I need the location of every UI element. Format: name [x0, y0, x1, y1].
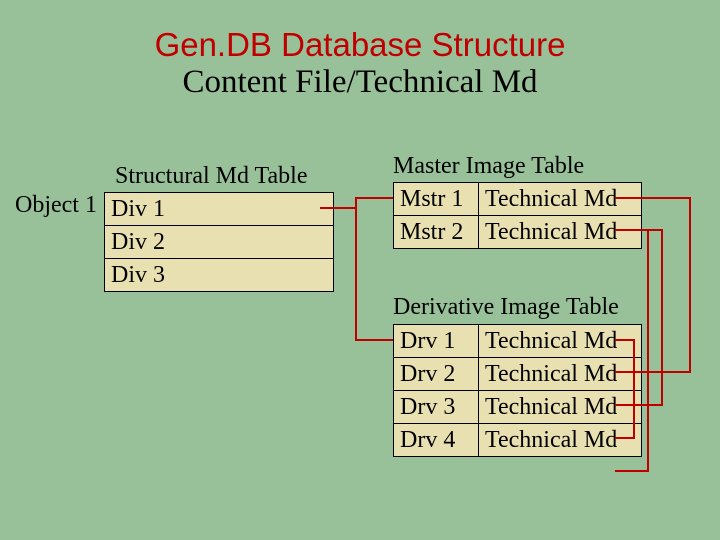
master-value: Technical Md — [479, 216, 642, 249]
master-table-title: Master Image Table — [393, 153, 584, 180]
structural-row: Div 2 — [105, 226, 334, 259]
derivative-key: Drv 1 — [394, 325, 479, 358]
master-value: Technical Md — [479, 183, 642, 216]
derivative-value: Technical Md — [479, 325, 642, 358]
structural-side-label: Object 1 — [15, 192, 97, 219]
derivative-table: Drv 1Technical MdDrv 2Technical MdDrv 3T… — [393, 324, 642, 457]
derivative-table-title: Derivative Image Table — [393, 294, 619, 321]
structural-table-title: Structural Md Table — [115, 163, 308, 190]
derivative-key: Drv 3 — [394, 391, 479, 424]
title-line-2: Content File/Technical Md — [0, 64, 720, 101]
master-table: Mstr 1Technical MdMstr 2Technical Md — [393, 182, 642, 249]
derivative-key: Drv 2 — [394, 358, 479, 391]
derivative-value: Technical Md — [479, 391, 642, 424]
derivative-value: Technical Md — [479, 424, 642, 457]
title-line-1: Gen.DB Database Structure — [0, 26, 720, 64]
structural-row: Div 3 — [105, 259, 334, 292]
structural-row: Div 1 — [105, 193, 334, 226]
master-key: Mstr 2 — [394, 216, 479, 249]
master-key: Mstr 1 — [394, 183, 479, 216]
structural-table: Div 1Div 2Div 3 — [104, 192, 334, 292]
derivative-key: Drv 4 — [394, 424, 479, 457]
derivative-value: Technical Md — [479, 358, 642, 391]
